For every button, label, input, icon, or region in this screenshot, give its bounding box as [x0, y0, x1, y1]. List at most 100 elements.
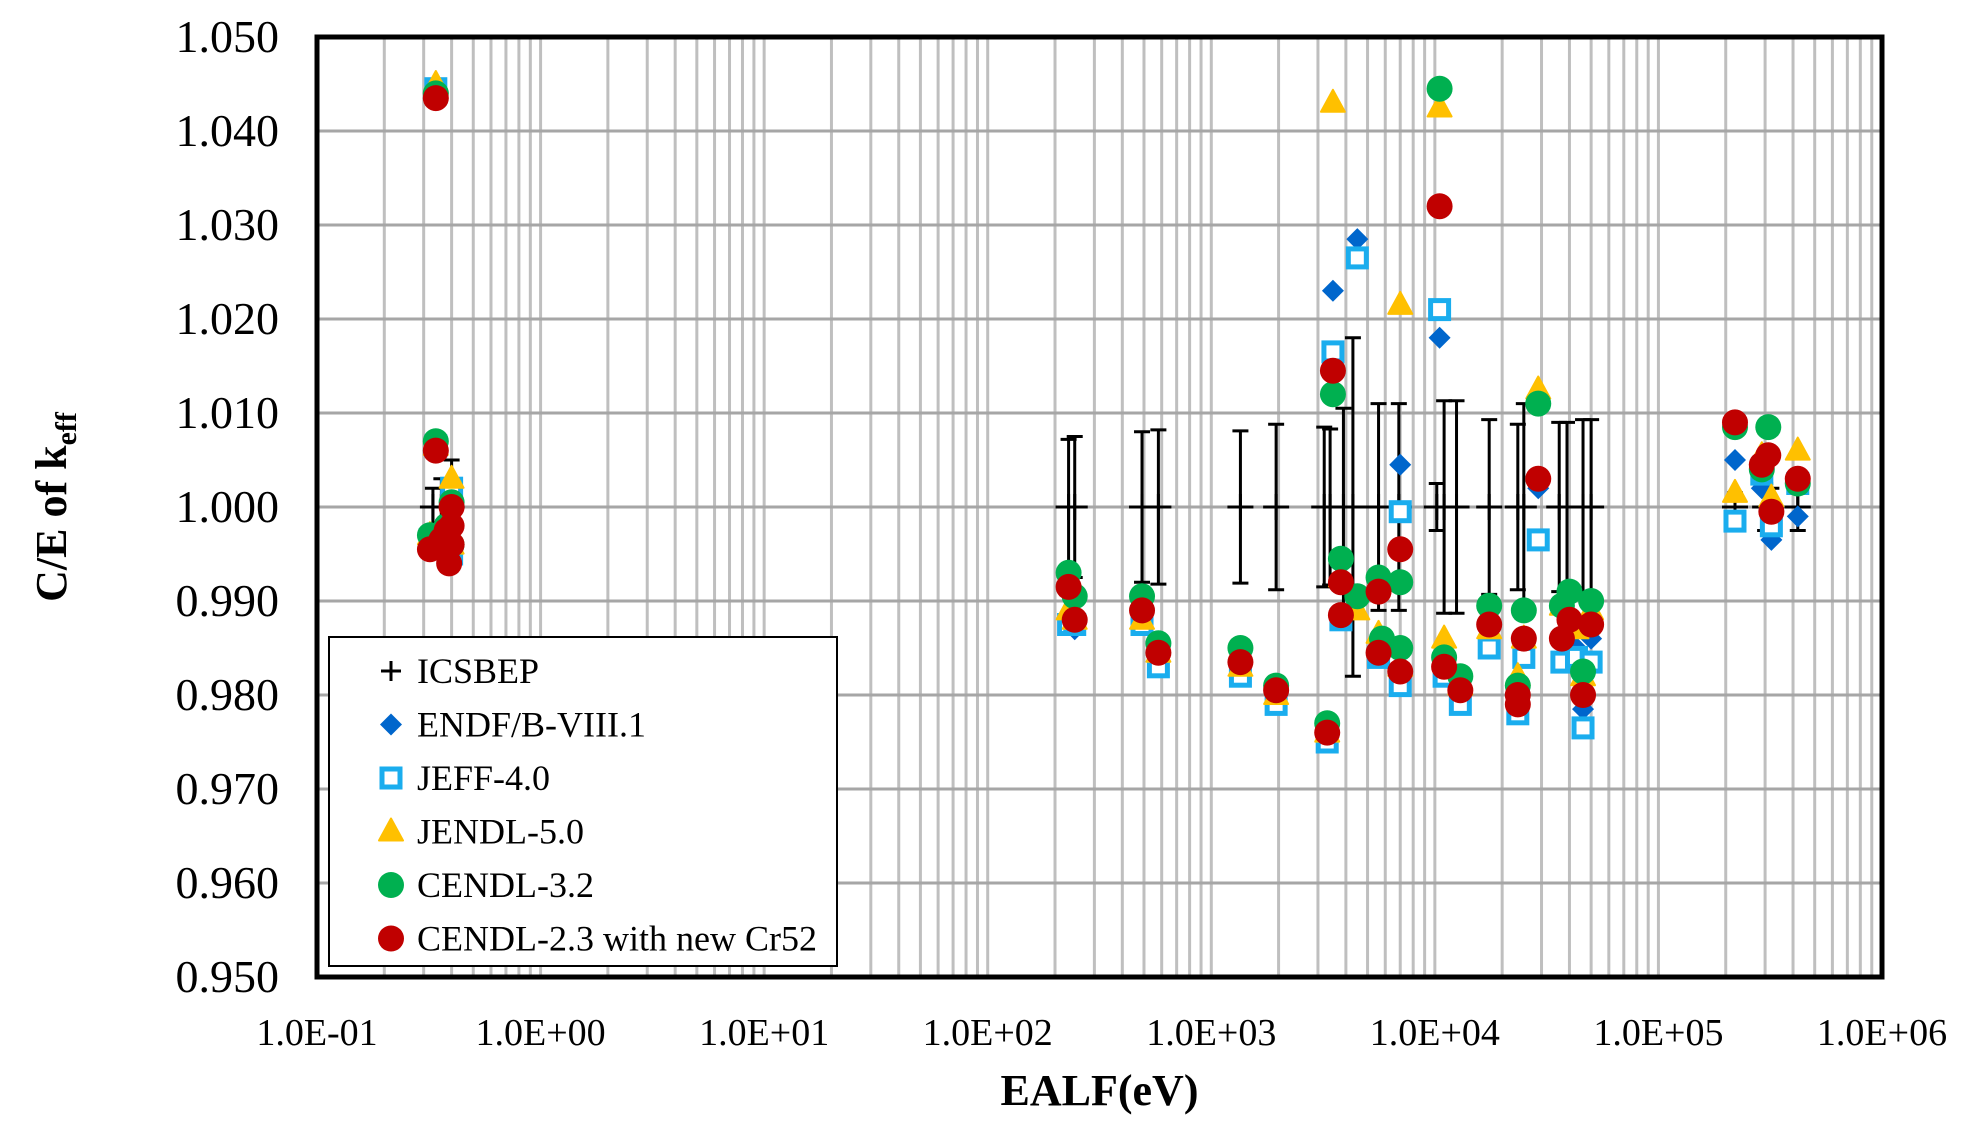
- y-tick-label: 1.030: [176, 199, 280, 250]
- y-tick-label: 1.010: [176, 387, 280, 438]
- point-cendl-2-3-with-new-cr52: [1263, 677, 1290, 704]
- legend-marker: [378, 817, 404, 842]
- point-jendl-5-0: [438, 464, 465, 489]
- point-cendl-2-3-with-new-cr52: [1570, 682, 1597, 708]
- y-axis-title-main: C/E of k: [27, 445, 76, 602]
- point-jendl-5-0: [1784, 436, 1811, 461]
- point-cendl-3-2: [1755, 414, 1782, 441]
- x-tick-label: 1.0E+03: [1146, 1012, 1276, 1054]
- icsbep-point: [1510, 494, 1537, 520]
- x-tick-label: 1.0E+06: [1817, 1012, 1947, 1054]
- data-markers: [416, 70, 1811, 754]
- x-tick-label: 1.0E+02: [923, 1012, 1053, 1054]
- point-cendl-2-3-with-new-cr52: [1426, 193, 1453, 220]
- point-endf-b-viii-1: [1321, 279, 1344, 302]
- legend-item: JENDL-5.0: [378, 812, 584, 852]
- point-cendl-2-3-with-new-cr52: [438, 512, 465, 539]
- y-tick-label: 0.960: [176, 857, 280, 908]
- point-cendl-2-3-with-new-cr52: [1327, 602, 1354, 629]
- icsbep-point: [1263, 494, 1290, 520]
- point-cendl-2-3-with-new-cr52: [1327, 569, 1354, 596]
- point-cendl-2-3-with-new-cr52: [1784, 465, 1811, 492]
- point-cendl-2-3-with-new-cr52: [1055, 573, 1082, 600]
- point-cendl-2-3-with-new-cr52: [1578, 611, 1605, 638]
- legend-label: JEFF-4.0: [417, 758, 550, 798]
- point-cendl-2-3-with-new-cr52: [422, 85, 449, 112]
- legend-label: ICSBEP: [417, 651, 539, 691]
- icsbep-point: [1145, 494, 1172, 520]
- point-cendl-3-2: [1476, 592, 1503, 619]
- y-tick-label: 1.020: [176, 293, 280, 344]
- point-endf-b-viii-1: [1786, 505, 1809, 528]
- point-endf-b-viii-1: [1389, 453, 1412, 476]
- icsbep-point: [1061, 494, 1088, 520]
- legend-label: CENDL-2.3 with new Cr52: [417, 919, 817, 959]
- legend: ICSBEP ENDF/B-VIII.1 JEFF-4.0 JENDL-5.0 CEND…: [328, 636, 838, 967]
- legend-marker: [379, 766, 403, 790]
- legend-item: CENDL-3.2: [378, 865, 594, 905]
- y-tick-labels: 1.050 1.040 1.030 1.020 1.010 1.000 0.990 0.980…: [176, 11, 280, 1002]
- point-cendl-3-2: [1510, 597, 1537, 624]
- y-tick-label: 0.970: [176, 763, 280, 814]
- x-tick-label: 1.0E-01: [256, 1012, 377, 1054]
- point-endf-b-viii-1: [1346, 228, 1369, 251]
- x-tick-label: 1.0E+00: [475, 1012, 605, 1054]
- legend-item: ENDF/B-VIII.1: [380, 705, 646, 745]
- icsbep-point: [1476, 494, 1503, 520]
- point-cendl-3-2: [1525, 390, 1552, 417]
- legend-label: ENDF/B-VIII.1: [417, 705, 646, 745]
- y-tick-label: 0.950: [176, 951, 280, 1002]
- x-tick-labels: 1.0E-01 1.0E+00 1.0E+01 1.0E+02 1.0E+03 1.0E+…: [256, 1012, 1947, 1054]
- y-axis-title-subscript: eff: [50, 411, 83, 445]
- legend-marker: [378, 925, 404, 952]
- point-jeff-4-0: [1428, 298, 1452, 322]
- point-jendl-5-0: [1387, 290, 1414, 315]
- plot-frame: [314, 34, 1885, 980]
- point-cendl-3-2: [1327, 545, 1354, 572]
- point-cendl-3-2: [1387, 635, 1414, 661]
- point-cendl-3-2: [1570, 658, 1597, 685]
- point-cendl-2-3-with-new-cr52: [438, 494, 465, 520]
- point-cendl-3-2: [1426, 75, 1453, 102]
- point-cendl-2-3-with-new-cr52: [1365, 639, 1392, 666]
- point-jendl-5-0: [1721, 478, 1748, 503]
- legend-item: CENDL-2.3 with new Cr52: [378, 919, 817, 959]
- legend-marker: [378, 872, 404, 898]
- point-cendl-2-3-with-new-cr52: [1129, 597, 1156, 624]
- point-cendl-2-3-with-new-cr52: [1476, 611, 1503, 638]
- point-cendl-3-2: [1556, 578, 1583, 605]
- point-endf-b-viii-1: [1428, 326, 1451, 349]
- point-cendl-2-3-with-new-cr52: [1319, 357, 1346, 384]
- legend-marker: [380, 713, 402, 736]
- point-jeff-4-0: [1571, 716, 1595, 740]
- legend-label: CENDL-3.2: [417, 865, 594, 905]
- point-cendl-2-3-with-new-cr52: [1387, 536, 1414, 563]
- y-tick-label: 1.000: [176, 481, 280, 532]
- point-cendl-2-3-with-new-cr52: [1431, 653, 1458, 680]
- point-cendl-2-3-with-new-cr52: [1525, 465, 1552, 492]
- x-tick-label: 1.0E+01: [699, 1012, 829, 1054]
- point-cendl-2-3-with-new-cr52: [1504, 682, 1531, 708]
- x-tick-label: 1.0E+05: [1593, 1012, 1723, 1054]
- point-cendl-2-3-with-new-cr52: [1721, 409, 1748, 436]
- point-cendl-2-3-with-new-cr52: [1556, 606, 1583, 633]
- point-jeff-4-0: [1388, 500, 1412, 524]
- icsbep-point: [1578, 494, 1605, 520]
- point-cendl-2-3-with-new-cr52: [436, 550, 463, 577]
- point-jendl-5-0: [1426, 93, 1453, 118]
- point-cendl-2-3-with-new-cr52: [1387, 658, 1414, 685]
- icsbep-point: [1339, 494, 1366, 520]
- error-bars: [419, 336, 1811, 678]
- point-cendl-3-2: [1319, 381, 1346, 408]
- point-jeff-4-0: [1526, 528, 1550, 552]
- point-cendl-2-3-with-new-cr52: [1447, 677, 1474, 704]
- icsbep-point: [1227, 494, 1254, 520]
- icsbep-point: [1443, 494, 1470, 520]
- x-axis-title: EALF(eV): [1001, 1066, 1199, 1115]
- point-cendl-2-3-with-new-cr52: [1755, 442, 1782, 469]
- point-jendl-5-0: [1319, 88, 1346, 113]
- legend-box: [328, 636, 838, 967]
- point-cendl-3-2: [1578, 588, 1605, 614]
- point-cendl-2-3-with-new-cr52: [1314, 719, 1341, 746]
